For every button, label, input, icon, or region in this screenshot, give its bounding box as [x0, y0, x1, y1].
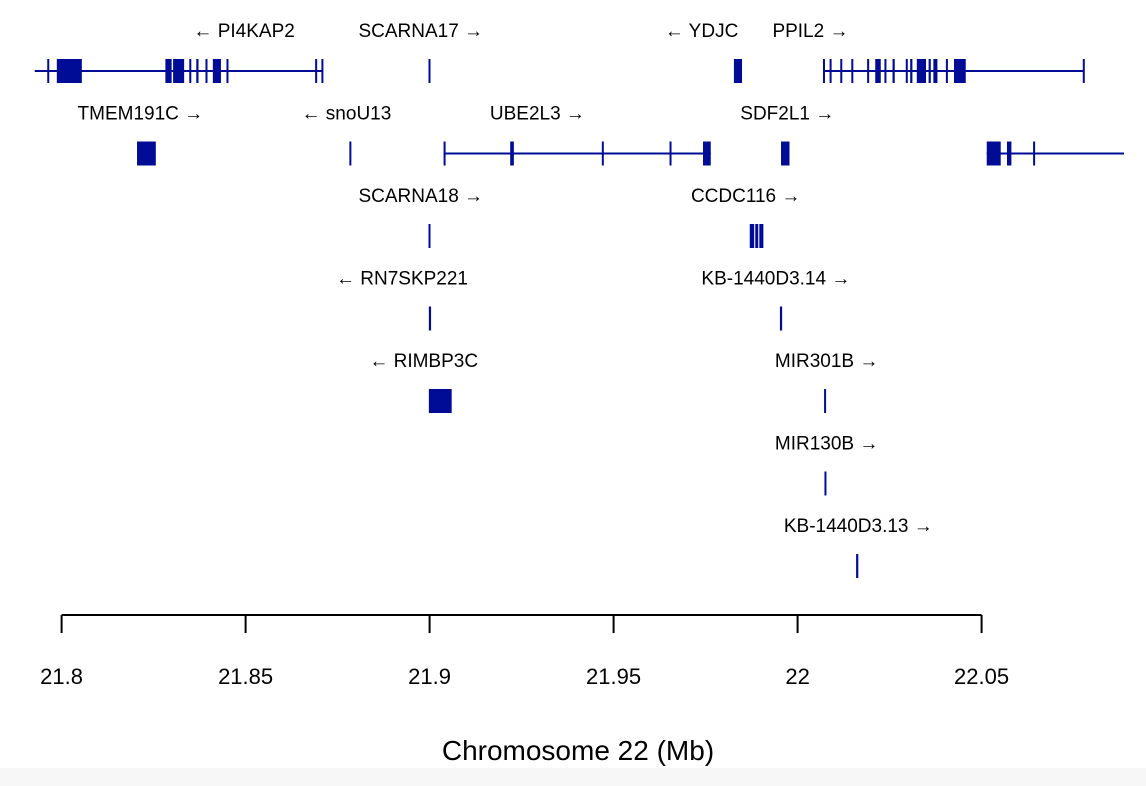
gene-ppil2: PPIL2 →	[772, 21, 1085, 83]
gene-exon	[428, 389, 452, 413]
gene-exon	[703, 141, 711, 166]
genes-layer: ← PI4KAP2 SCARNA17 → ← YDJC PPIL2 → TMEM191C…	[34, 21, 1124, 578]
x-axis-tick-label: 21.95	[586, 664, 641, 689]
gene-label: KB-1440D3.13 →	[784, 516, 933, 537]
gene-rimbp3c: ← RIMBP3C	[369, 351, 478, 413]
gene-exon	[349, 141, 352, 166]
bottom-strip	[0, 768, 1146, 786]
gene-scarna17: SCARNA17 →	[358, 21, 483, 83]
gene-exon	[1006, 141, 1012, 166]
gene-exon	[212, 59, 221, 83]
gene-exon	[829, 59, 832, 83]
gene-exon	[945, 59, 948, 83]
gene-label: MIR301B →	[775, 351, 878, 372]
gene-exon	[781, 141, 790, 166]
gene-tmem191c: TMEM191C →	[78, 104, 204, 166]
gene-label: SCARNA18 →	[358, 186, 483, 207]
gene-exon	[824, 389, 827, 413]
gene-exon	[822, 59, 825, 83]
gene-label: ← RIMBP3C	[369, 351, 478, 372]
gene-label: KB-1440D3.14 →	[701, 269, 850, 290]
gene-label: SDF2L1 →	[740, 104, 834, 125]
gene-ube2l3: UBE2L3 →	[443, 104, 711, 166]
gene-exon	[196, 59, 199, 83]
gene-exon	[875, 59, 881, 83]
x-axis-tick-label: 21.8	[40, 664, 83, 689]
gene-exon	[867, 59, 870, 83]
gene-exon	[953, 59, 966, 83]
gene-exon	[749, 224, 755, 248]
gene-label: TMEM191C →	[78, 104, 204, 125]
gene-label: UBE2L3 →	[490, 104, 585, 125]
gene-label: CCDC116 →	[691, 186, 800, 207]
gene-exon	[892, 59, 895, 83]
gene-exon	[165, 59, 172, 83]
gene-exon	[189, 59, 192, 83]
gene-exon	[205, 59, 208, 83]
x-axis-tick-label: 21.85	[218, 664, 273, 689]
gene-kb1440d313: KB-1440D3.13 →	[784, 516, 933, 578]
gene-kb1440d314: KB-1440D3.14 →	[701, 269, 850, 331]
gene-exon	[321, 59, 324, 83]
x-axis-tick-label: 22	[785, 664, 809, 689]
gene-label: MIR130B →	[775, 434, 878, 455]
gene-exon	[428, 306, 432, 331]
gene-exon	[1082, 59, 1085, 83]
gene-snou13: ← snoU13	[302, 104, 392, 166]
gene-exon	[428, 59, 431, 83]
gene-exon	[1033, 141, 1036, 166]
gene-exon	[443, 141, 446, 166]
gene-exon	[137, 141, 156, 166]
gene-exon	[905, 59, 908, 83]
gene-exon	[916, 59, 927, 83]
gene-exon	[733, 59, 743, 83]
gene-exon	[759, 224, 764, 248]
x-axis-tick-label: 22.05	[954, 664, 1009, 689]
gene-exon	[986, 141, 1001, 166]
gene-ccdc116: CCDC116 →	[691, 186, 800, 248]
gene-exon	[928, 59, 931, 83]
gene-label: ← PI4KAP2	[193, 21, 294, 42]
gene-exon	[933, 59, 938, 83]
gene-exon	[428, 224, 431, 248]
gene-exon	[669, 141, 672, 166]
gene-mir301b: MIR301B →	[775, 351, 878, 413]
gene-exon	[851, 59, 854, 83]
gene-exon	[47, 59, 50, 83]
x-axis-tick-label: 21.9	[408, 664, 451, 689]
gene-exon	[884, 59, 887, 83]
gene-pi4kap2: ← PI4KAP2	[34, 21, 324, 83]
gene-scarna18: SCARNA18 →	[358, 186, 483, 248]
gene-exon	[755, 224, 759, 248]
gene-label: SCARNA17 →	[358, 21, 483, 42]
gene-exon	[840, 59, 843, 83]
gene-label: PPIL2 →	[772, 21, 848, 42]
gene-exon	[910, 59, 913, 83]
gene-sdf2l1: SDF2L1 →	[740, 104, 834, 166]
gene-exon	[56, 59, 82, 83]
gene-rn7skp221: ← RN7SKP221	[336, 269, 468, 331]
gene-exon	[226, 59, 229, 83]
gene-exon	[601, 141, 604, 166]
gene-exon	[856, 554, 859, 578]
gene-exon	[315, 59, 318, 83]
gene-row1-right-gene	[986, 141, 1124, 166]
gene-exon	[824, 471, 827, 496]
x-axis-title: Chromosome 22 (Mb)	[442, 735, 714, 766]
gene-mir130b: MIR130B →	[775, 434, 878, 496]
gene-label: ← RN7SKP221	[336, 269, 468, 290]
gene-label: ← snoU13	[302, 104, 392, 125]
gene-exon	[510, 141, 514, 166]
x-axis: 21.8 21.85 21.9 21.95 22 22.05	[40, 614, 1009, 689]
gene-exon	[173, 59, 185, 83]
gene-ydjc: ← YDJC	[665, 21, 743, 83]
gene-label: ← YDJC	[665, 21, 739, 42]
gene-exon	[779, 306, 783, 331]
